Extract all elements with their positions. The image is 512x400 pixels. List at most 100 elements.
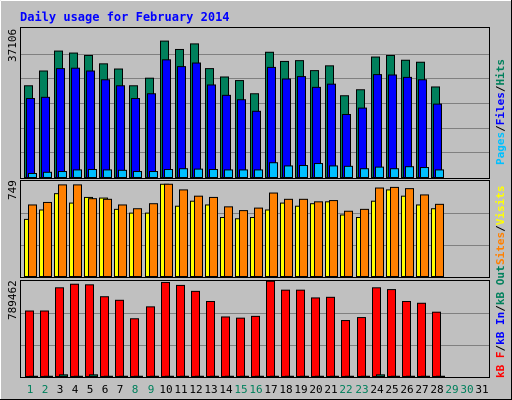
panel-hits-frame [20,27,490,179]
kb-f-bar-day-8 [130,318,139,377]
pages-bar-day-4 [73,169,82,178]
pages-bar-day-19 [299,165,308,179]
legend-sep-3: / [494,225,507,232]
pages-bar-day-27 [420,167,429,178]
pages-bar-day-12 [194,168,203,178]
legend-kb-in: kB In [494,312,507,345]
pages-bar-day-2 [43,171,52,178]
kb-f-bar-day-12 [191,290,200,377]
pages-bar-day-13 [209,169,218,179]
files-bar-day-6 [101,79,110,178]
x-tick-label-day-19: 19 [294,383,307,396]
sites-bar-day-23 [360,208,369,278]
x-tick-label-day-30: 30 [460,383,473,396]
pages-bar-day-20 [314,163,323,178]
legend-hits: Hits [494,59,507,86]
kb-f-bar-day-19 [296,289,305,377]
x-tick-label-day-15: 15 [234,383,247,396]
files-bar-day-15 [237,99,246,178]
files-bar-day-1 [26,98,35,178]
kb-f-bar-day-14 [221,316,230,378]
panel-kbytes-ymax-label: 789462 [6,280,19,320]
panel-visits-frame [20,180,490,278]
legend-sep-5: / [494,305,507,312]
x-tick-label-day-4: 4 [72,383,79,396]
legend-sep-4: / [494,345,507,352]
sites-bar-day-28 [435,203,444,277]
sites-bar-day-27 [420,194,429,277]
files-bar-day-11 [177,66,186,178]
files-bar-day-18 [282,78,291,178]
panel-kbytes [21,280,489,378]
files-bar-day-16 [252,110,261,178]
files-bar-day-25 [388,74,397,178]
legend-visits: Visits [494,186,507,226]
kb-f-bar-day-22 [341,320,350,378]
pages-bar-day-21 [329,165,338,178]
x-tick-label-day-31: 31 [475,383,488,396]
x-tick-label-day-3: 3 [57,383,64,396]
x-tick-label-day-5: 5 [87,383,94,396]
sites-bar-day-24 [375,187,384,278]
x-tick-label-day-13: 13 [204,383,217,396]
sites-bar-day-6 [103,198,112,277]
files-bar-day-10 [162,59,171,178]
kb-f-bar-day-10 [161,281,170,377]
x-tick-label-day-9: 9 [148,383,155,396]
pages-bar-day-26 [405,166,414,178]
pages-bar-day-6 [103,169,112,178]
pages-bar-day-22 [344,165,353,179]
sites-bar-day-25 [390,186,399,278]
legend-kb-f: kB F [494,352,507,379]
kb-f-bar-day-1 [25,310,34,377]
pages-bar-day-9 [149,171,158,178]
x-tick-label-day-18: 18 [279,383,292,396]
legend-files: Files [494,92,507,125]
x-tick-label-day-26: 26 [400,383,413,396]
files-bar-day-3 [56,68,65,178]
kb-f-bar-day-17 [266,280,275,378]
kb-out-bar-day-5 [89,374,98,377]
pages-bar-day-7 [118,169,127,179]
panel-hits-legend: Pages/Files/Hits [494,59,507,165]
files-bar-day-12 [192,62,201,178]
kb-f-bar-day-7 [115,299,124,377]
kb-out-bar-day-3 [59,374,68,377]
kb-f-bar-day-21 [326,296,335,377]
x-tick-label-day-22: 22 [339,383,352,396]
files-bar-day-2 [41,96,50,178]
kb-f-bar-day-24 [372,287,381,377]
sites-bar-day-3 [58,184,67,277]
panel-hits-files-pages [21,40,489,179]
kb-f-bar-day-28 [432,311,441,377]
kb-f-bar-day-4 [70,283,79,377]
x-tick-label-day-23: 23 [355,383,368,396]
kb-f-bar-day-23 [357,317,366,377]
x-tick-label-day-6: 6 [102,383,109,396]
pages-bar-day-16 [254,169,263,178]
sites-bar-day-7 [118,204,127,277]
sites-bar-day-12 [194,195,203,277]
panel-kbytes-legend: kB F/kB In/kB Out [494,265,507,378]
sites-bar-day-16 [254,207,263,278]
sites-bar-day-22 [344,210,353,277]
sites-bar-day-1 [28,204,37,277]
x-tick-label-day-11: 11 [174,383,187,396]
kb-f-bar-day-18 [281,289,290,377]
pages-bar-day-24 [375,166,384,179]
pages-bar-day-15 [239,169,248,178]
files-bar-day-27 [418,79,427,178]
x-tick-label-day-24: 24 [370,383,384,396]
kb-f-bar-day-5 [85,284,94,378]
sites-bar-day-10 [164,183,173,277]
files-bar-day-19 [297,76,306,178]
x-tick-label-day-16: 16 [249,383,262,396]
panel-hits-ymax-label: 37106 [6,29,19,62]
files-bar-day-9 [147,93,156,178]
kb-out-bar-day-24 [376,374,385,377]
kb-f-bar-day-15 [236,317,245,377]
x-tick-label-day-17: 17 [264,383,277,396]
x-tick-label-day-29: 29 [445,383,458,396]
legend-pages: Pages [494,132,507,165]
